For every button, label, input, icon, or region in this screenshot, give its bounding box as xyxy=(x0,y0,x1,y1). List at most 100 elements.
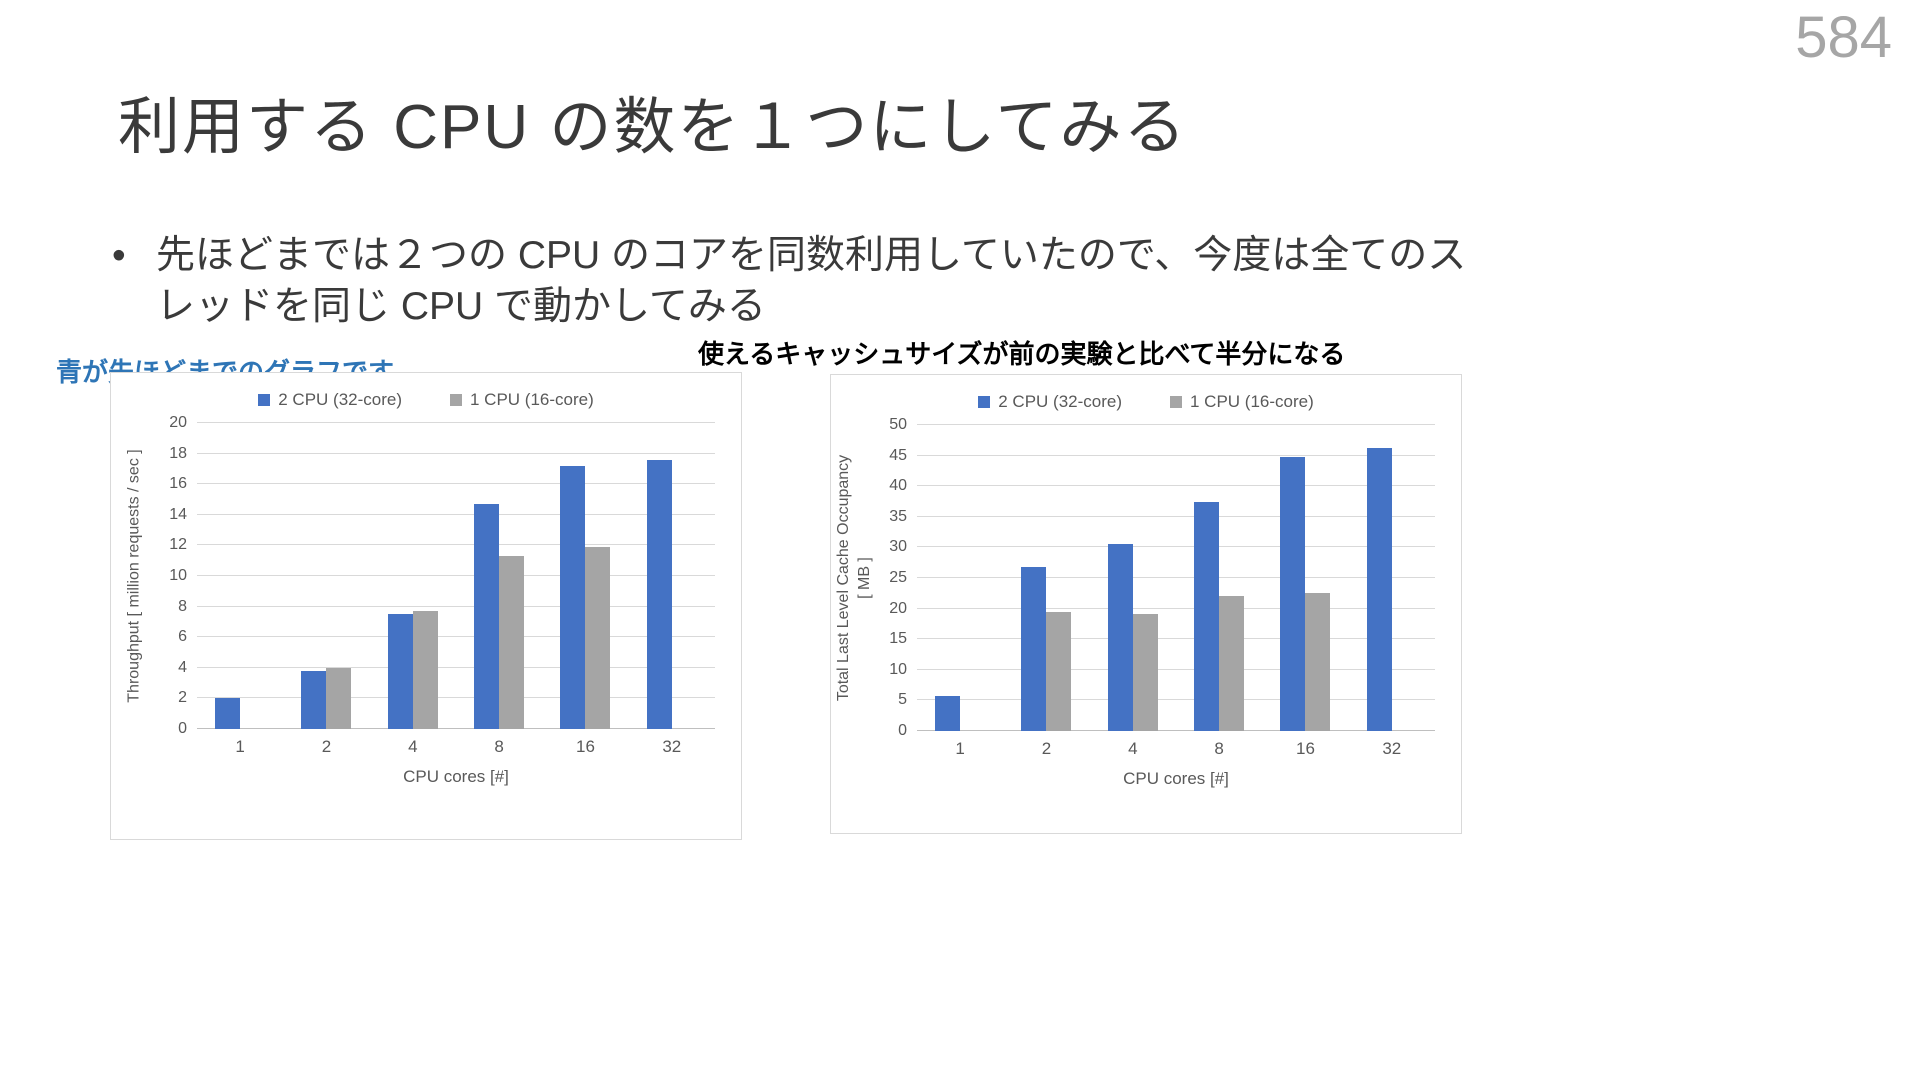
bar xyxy=(1046,611,1072,731)
bar xyxy=(1194,501,1220,731)
x-tick-label: 32 xyxy=(1382,739,1402,758)
bar xyxy=(474,504,500,729)
y-tick-label: 16 xyxy=(169,475,187,493)
legend-item: 1 CPU (16-core) xyxy=(1170,392,1314,412)
y-tick-label: 4 xyxy=(178,658,187,676)
bar-group xyxy=(629,423,715,729)
y-tick-label: 50 xyxy=(889,416,907,433)
gridline xyxy=(197,605,715,607)
gridline xyxy=(917,730,1435,731)
gridline xyxy=(917,607,1435,609)
gridline xyxy=(917,546,1435,548)
gridline xyxy=(197,483,715,485)
chart-legend: 2 CPU (32-core) 1 CPU (16-core) xyxy=(111,389,741,411)
x-axis-title: CPU cores [#] xyxy=(403,767,509,786)
x-axis-title-row: CPU cores [#] xyxy=(111,757,741,787)
gridline xyxy=(197,513,715,515)
x-axis-title: CPU cores [#] xyxy=(1123,769,1229,788)
legend-swatch xyxy=(978,396,991,408)
bar xyxy=(1305,593,1331,731)
bar xyxy=(1366,447,1392,731)
page-number: 584 xyxy=(1795,5,1892,70)
gridline xyxy=(197,544,715,546)
y-tick-label: 8 xyxy=(178,597,187,615)
gridline xyxy=(197,452,715,454)
x-axis-ticks: 1 2 4 8 16 32 xyxy=(197,737,715,757)
x-tick-label: 2 xyxy=(1041,739,1052,758)
x-tick-label: 16 xyxy=(1296,739,1315,758)
bar xyxy=(301,670,327,729)
y-tick-label: 30 xyxy=(889,538,907,556)
legend-item: 1 CPU (16-core) xyxy=(450,390,594,410)
x-tick-label: 8 xyxy=(494,737,504,756)
annotation-cache-size-note: 使えるキャッシュサイズが前の実験と比べて半分になる xyxy=(698,339,1346,369)
gridline xyxy=(917,424,1435,425)
gridline xyxy=(197,697,715,699)
y-tick-label: 20 xyxy=(889,599,907,617)
plot-area xyxy=(197,422,715,729)
y-tick-label: 40 xyxy=(889,477,907,495)
gridline xyxy=(197,728,715,729)
bullet-text: 先ほどまでは２つの CPU のコアを同数利用していたので、今度は全てのスレッドを… xyxy=(156,234,1467,329)
y-axis-ticks: 0 5 10 15 20 25 30 35 40 45 50 xyxy=(879,416,917,739)
y-axis-title: Throughput [ million requests / sec ] xyxy=(125,449,143,703)
y-tick-label: 10 xyxy=(169,567,187,584)
legend-swatch xyxy=(258,394,271,406)
x-tick-label: 4 xyxy=(1128,739,1138,758)
x-tick-label: 8 xyxy=(1214,739,1224,758)
bar-group xyxy=(1349,425,1435,731)
gridline xyxy=(917,485,1435,487)
bar-group xyxy=(1090,425,1176,731)
bar-group xyxy=(1003,425,1089,731)
y-tick-label: 45 xyxy=(889,446,907,464)
bar xyxy=(1132,613,1158,731)
legend-label: 2 CPU (32-core) xyxy=(998,392,1122,411)
bar-group xyxy=(917,425,1003,731)
legend-label: 2 CPU (32-core) xyxy=(278,390,402,409)
bar xyxy=(585,546,611,729)
bar xyxy=(1219,596,1245,731)
y-tick-label: 18 xyxy=(169,444,187,462)
y-tick-label: 6 xyxy=(178,628,187,646)
x-axis: 1 2 4 8 16 32 xyxy=(831,731,1461,759)
gridline xyxy=(197,422,715,423)
y-tick-label: 5 xyxy=(898,691,907,709)
bar xyxy=(1280,456,1306,731)
bar-groups xyxy=(917,425,1435,731)
bar-group xyxy=(283,423,369,729)
x-tick-label: 1 xyxy=(955,739,965,758)
x-axis-spacer xyxy=(111,757,197,787)
bar xyxy=(646,459,672,729)
bar xyxy=(326,667,352,729)
gridline xyxy=(197,636,715,638)
gridline xyxy=(917,668,1435,670)
slide-title: 利用する CPU の数を１つにしてみる xyxy=(118,93,1188,162)
legend-swatch xyxy=(1170,396,1182,408)
bar-group xyxy=(370,423,456,729)
chart-body: Throughput [ million requests / sec ] 0 2… xyxy=(111,414,741,737)
legend-label: 1 CPU (16-core) xyxy=(470,390,594,409)
bar xyxy=(1021,566,1047,731)
bar-group xyxy=(1262,425,1348,731)
bar-group xyxy=(542,423,628,729)
y-tick-label: 2 xyxy=(178,689,187,707)
chart-cache-occupancy: 2 CPU (32-core) 1 CPU (16-core) Total Las… xyxy=(830,374,1462,834)
y-axis-title: Total Last Level Cache Occupancy[ MB ] xyxy=(835,454,873,702)
gridline xyxy=(917,699,1435,701)
x-axis: 1 2 4 8 16 32 xyxy=(111,729,741,757)
bar xyxy=(387,614,413,729)
gridline xyxy=(917,638,1435,640)
legend-item: 2 CPU (32-core) xyxy=(258,390,402,410)
x-tick-label: 32 xyxy=(662,737,682,756)
y-tick-label: 0 xyxy=(178,720,187,737)
bar-group xyxy=(197,423,283,729)
gridline xyxy=(917,577,1435,578)
y-tick-label: 25 xyxy=(889,569,907,586)
y-tick-label: 20 xyxy=(169,414,187,431)
y-tick-label: 0 xyxy=(898,722,907,739)
y-tick-label: 10 xyxy=(889,660,907,678)
bar-group xyxy=(456,423,542,729)
plot-area xyxy=(917,424,1435,731)
gridline xyxy=(917,515,1435,517)
